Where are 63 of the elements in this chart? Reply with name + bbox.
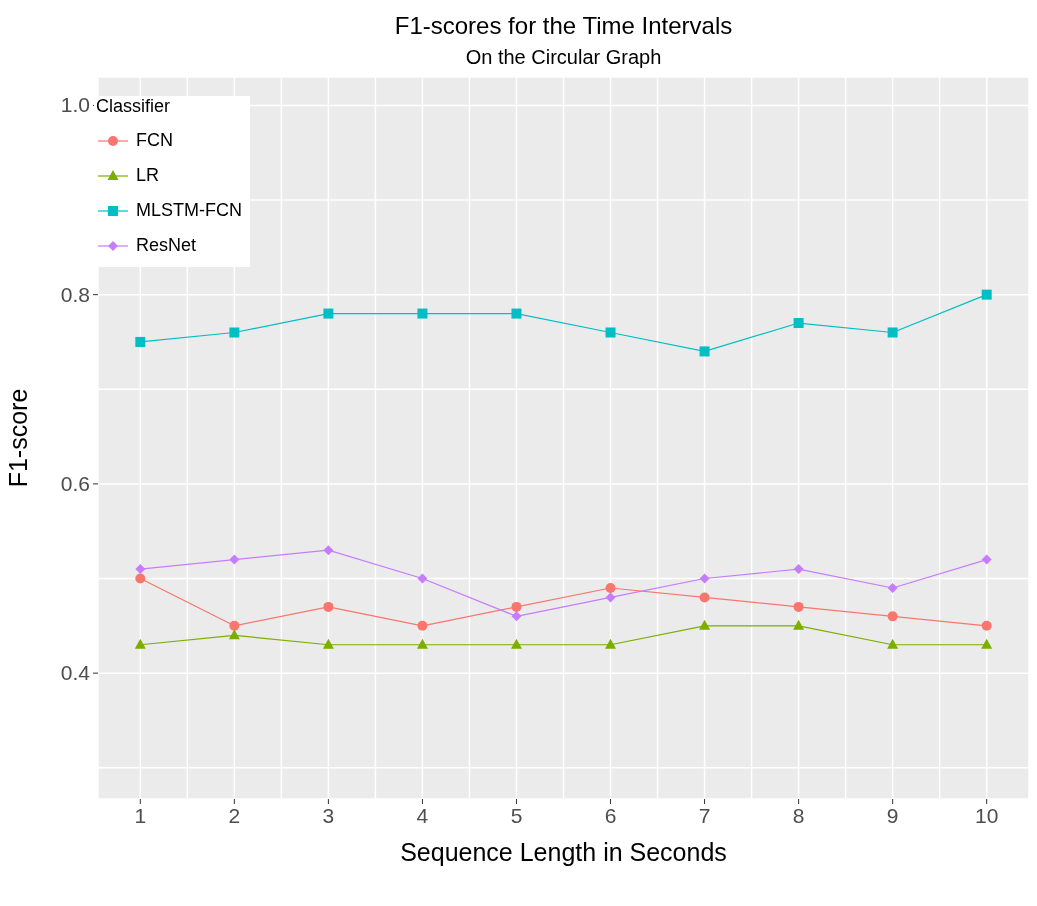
y-tick-label: 0.4 [60, 661, 91, 685]
point [416, 638, 428, 649]
x-tick-label: 9 [886, 804, 899, 827]
x-tick-label: 2 [228, 804, 241, 827]
legend-label: MLSTM-FCN [136, 200, 242, 221]
point [511, 601, 522, 612]
y-tick-label: 1.0 [60, 93, 90, 117]
point [887, 327, 898, 338]
point [229, 327, 240, 338]
point [981, 638, 993, 649]
point [981, 554, 992, 565]
point [699, 619, 711, 630]
point [323, 308, 334, 319]
point [228, 629, 240, 640]
x-axis-title: Sequence Length in Seconds [400, 838, 727, 866]
point [135, 564, 146, 575]
x-tick-label: 10 [975, 804, 999, 827]
point [699, 573, 710, 584]
point [605, 327, 616, 338]
x-tick-label: 4 [416, 804, 429, 827]
legend-label: ResNet [136, 235, 197, 256]
chart-title: F1-scores for the Time Intervals [393, 11, 734, 40]
legend-label: FCN [136, 130, 173, 151]
point [605, 592, 616, 603]
point [699, 592, 710, 603]
point [981, 289, 992, 300]
point [699, 346, 710, 357]
point [793, 619, 805, 630]
point [981, 620, 992, 631]
legend-title: Classifier [96, 96, 171, 117]
x-tick-label: 8 [792, 804, 805, 827]
point [135, 573, 146, 584]
x-tick-label: 6 [604, 804, 617, 827]
point [229, 620, 240, 631]
point [417, 308, 428, 319]
y-tick-label: 0.6 [60, 471, 90, 495]
point [605, 638, 617, 649]
point [793, 564, 804, 575]
legend-label: LR [136, 165, 160, 186]
point [417, 573, 428, 584]
x-tick-label: 7 [698, 804, 711, 827]
x-tick-label: 5 [510, 804, 523, 827]
point [323, 545, 334, 556]
point [322, 638, 334, 649]
point [793, 318, 804, 329]
chart-subtitle: On the Circular Graph [464, 46, 663, 69]
x-tick-label: 3 [322, 804, 335, 827]
point [887, 638, 899, 649]
point [887, 582, 898, 593]
point [323, 601, 334, 612]
y-axis-title: F1-score [3, 388, 32, 488]
y-tick-label: 0.8 [60, 282, 90, 306]
point [887, 611, 898, 622]
point [793, 601, 804, 612]
point [511, 611, 522, 622]
point [510, 638, 522, 649]
point [417, 620, 428, 631]
x-tick-label: 1 [134, 804, 147, 827]
point [135, 336, 146, 347]
point [229, 554, 240, 565]
point [134, 638, 146, 649]
point [605, 582, 616, 593]
point [511, 308, 522, 319]
